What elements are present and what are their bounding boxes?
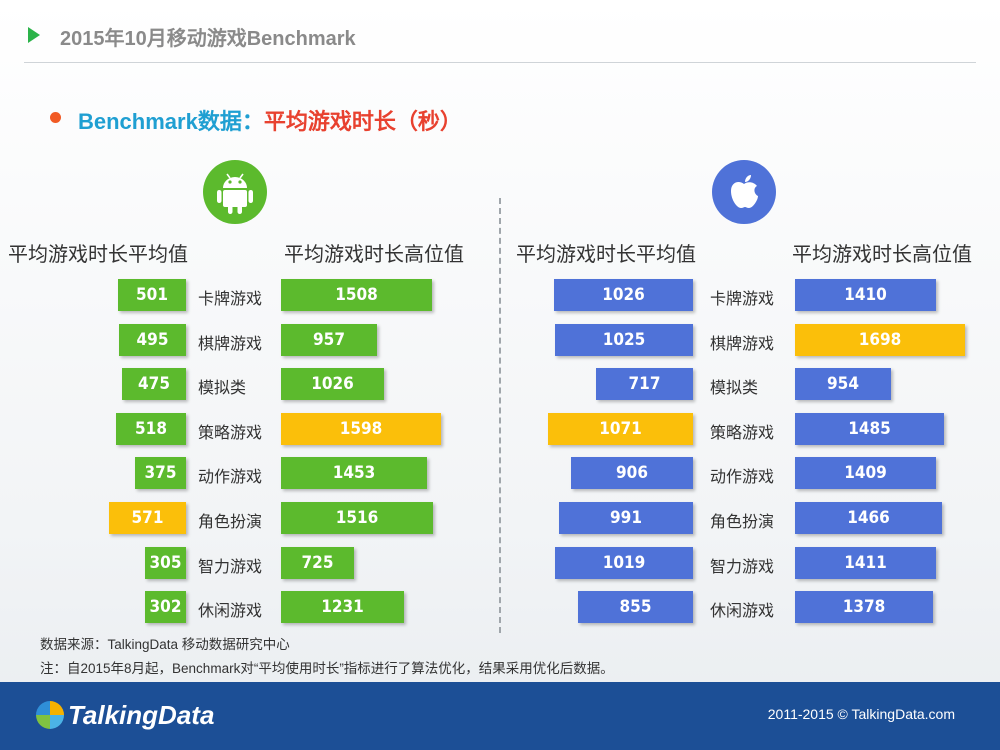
method-note: 注：自2015年8月起，Benchmark对“平均使用时长”指标进行了算法优化，… [40,661,614,676]
page-title: 2015年10月移动游戏Benchmark [60,28,356,50]
ios-avg-bar: 1025 [555,324,693,356]
platform-divider [499,198,501,633]
ios-avg-bar: 906 [571,457,693,489]
section-title-prefix: Benchmark数据： [78,109,264,134]
ios-category-label: 模拟类 [710,380,759,397]
android-category-label: 卡牌游戏 [198,291,263,308]
ios-category-label: 角色扮演 [710,514,775,531]
play-arrow-icon [28,27,40,43]
android-avg-bar: 375 [135,457,186,489]
ios-category-label: 棋牌游戏 [710,336,775,353]
footer-copyright: 2011-2015 © TalkingData.com [767,706,955,722]
ios-high-bar: 1378 [795,591,933,623]
android-category-label: 智力游戏 [198,559,263,576]
android-category-label: 休闲游戏 [198,603,263,620]
ios-avg-bar: 1019 [555,547,693,579]
ios-high-bar: 1698 [795,324,965,356]
section-title: Benchmark数据：平均游戏时长（秒） [78,104,462,136]
ios-category-label: 卡牌游戏 [710,291,775,308]
ios-category-label: 动作游戏 [710,469,775,486]
android-high-bar: 1508 [281,279,432,311]
header: 2015年10月移动游戏Benchmark [0,0,1000,70]
ios-avg-bar: 991 [559,502,693,534]
talkingdata-logo-icon [36,701,64,729]
android-avg-header: 平均游戏时长平均值 [8,244,188,266]
android-high-header: 平均游戏时长高位值 [284,244,464,266]
android-avg-bar: 518 [116,413,186,445]
android-avg-bar: 501 [118,279,186,311]
ios-high-bar: 954 [795,368,891,400]
android-icon [203,160,267,224]
android-avg-bar: 495 [119,324,186,356]
ios-high-header: 平均游戏时长高位值 [792,244,972,266]
android-high-bar: 1026 [281,368,384,400]
ios-avg-header: 平均游戏时长平均值 [516,244,696,266]
android-category-label: 策略游戏 [198,425,263,442]
ios-category-label: 策略游戏 [710,425,775,442]
android-high-bar: 725 [281,547,354,579]
ios-high-bar: 1485 [795,413,944,445]
android-avg-bar: 302 [145,591,186,623]
android-high-bar: 1598 [281,413,441,445]
ios-avg-bar: 855 [578,591,693,623]
android-high-bar: 957 [281,324,377,356]
ios-avg-bar: 1071 [548,413,693,445]
android-category-label: 动作游戏 [198,469,263,486]
android-high-bar: 1453 [281,457,427,489]
android-category-label: 模拟类 [198,380,247,397]
android-category-label: 棋牌游戏 [198,336,263,353]
ios-high-bar: 1410 [795,279,936,311]
footer-brand: TalkingData [68,700,215,730]
ios-high-bar: 1409 [795,457,936,489]
android-avg-bar: 571 [109,502,186,534]
ios-avg-bar: 1026 [554,279,693,311]
android-category-label: 角色扮演 [198,514,263,531]
ios-category-label: 智力游戏 [710,559,775,576]
section-title-highlight: 平均游戏时长（秒） [263,109,462,134]
header-divider [24,62,976,63]
ios-avg-bar: 717 [596,368,693,400]
data-source-note: 数据来源：TalkingData 移动数据研究中心 [40,637,290,652]
ios-high-bar: 1411 [795,547,936,579]
ios-category-label: 休闲游戏 [710,603,775,620]
android-avg-bar: 475 [122,368,186,400]
android-high-bar: 1231 [281,591,404,623]
android-high-bar: 1516 [281,502,433,534]
apple-icon [712,160,776,224]
ios-high-bar: 1466 [795,502,942,534]
android-avg-bar: 305 [145,547,186,579]
bullet-dot-icon [50,112,61,123]
footer-bar [0,682,1000,750]
